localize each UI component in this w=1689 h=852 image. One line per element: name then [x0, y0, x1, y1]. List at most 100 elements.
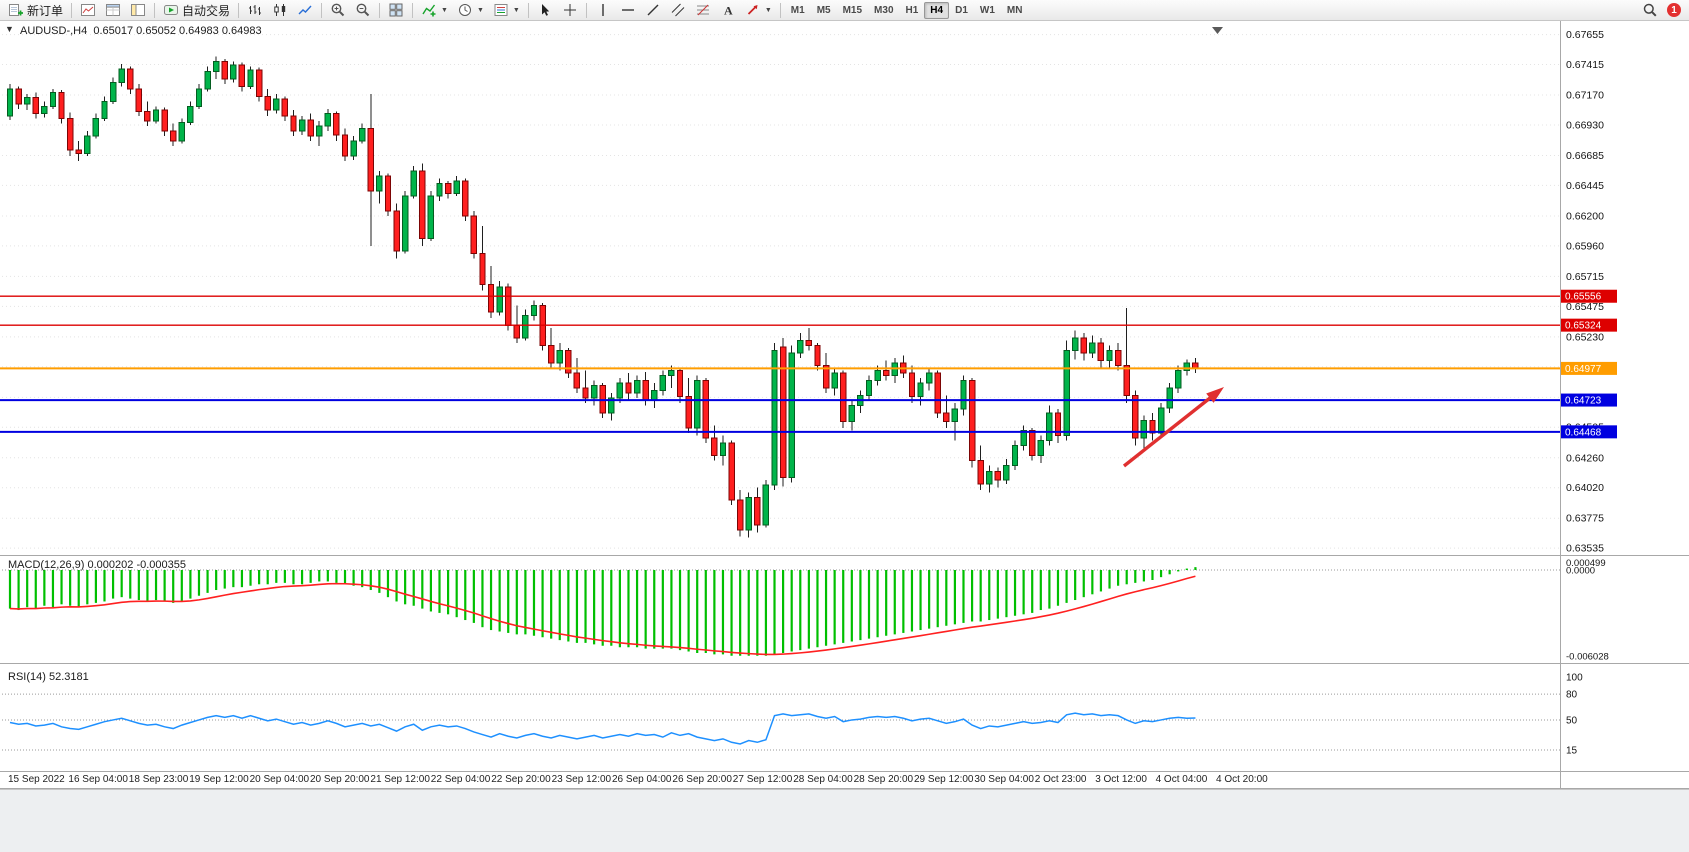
candle-body — [1106, 350, 1113, 362]
toolbar-separator — [779, 2, 781, 18]
horizontal-line-button[interactable] — [616, 0, 640, 20]
candle-body — [831, 372, 838, 389]
candle-body — [316, 125, 323, 137]
autotrading-button[interactable]: 自动交易 — [159, 0, 234, 20]
candle-body — [444, 183, 452, 195]
macd-value: 0.000202 — [87, 559, 134, 571]
data-window-button[interactable] — [101, 0, 125, 20]
line-chart-button[interactable] — [293, 0, 317, 20]
rsi-axis-label: 50 — [1566, 715, 1578, 726]
chart-shift-marker[interactable] — [1212, 27, 1223, 34]
macd-signal-value: -0.000355 — [136, 559, 186, 571]
toolbar-separator — [154, 2, 156, 18]
candle-body — [968, 379, 976, 461]
candle-body — [788, 352, 795, 479]
price-axis-label: 0.65960 — [1566, 240, 1604, 252]
zoom-in-button[interactable] — [326, 0, 350, 20]
search-button[interactable] — [1638, 0, 1662, 20]
time-axis-label: 4 Oct 04:00 — [1156, 774, 1208, 785]
text-tool-button[interactable]: A — [716, 0, 740, 20]
zoom-out-button[interactable] — [351, 0, 375, 20]
new-order-icon — [8, 2, 24, 18]
tile-windows-button[interactable] — [384, 0, 408, 20]
candle-body — [951, 408, 959, 423]
rsi-value: 52.3181 — [48, 671, 89, 683]
timeframe-h1[interactable]: H1 — [905, 4, 919, 16]
timeframe-h4[interactable]: H4 — [924, 1, 950, 19]
navigator-button[interactable] — [126, 0, 150, 20]
crosshair-button[interactable] — [558, 0, 582, 20]
candle-body — [874, 370, 881, 381]
price-axis-label: 0.65715 — [1566, 271, 1604, 283]
trend-arrow-object[interactable] — [1122, 396, 1212, 468]
candle-body — [41, 105, 48, 115]
indicators-button[interactable]: ▼ — [417, 0, 452, 20]
new-order-button[interactable]: 新订单 — [4, 0, 67, 20]
rsi-axis-label: 80 — [1566, 690, 1578, 701]
candle-body — [479, 252, 486, 286]
fibonacci-icon — [695, 2, 711, 18]
time-axis-label: 20 Sep 04:00 — [250, 774, 310, 785]
candle-body — [75, 149, 82, 155]
time-axis-label: 26 Sep 20:00 — [672, 774, 732, 785]
timeframe-mn[interactable]: MN — [1006, 4, 1023, 16]
candle-body — [1157, 407, 1165, 434]
line-chart-icon — [297, 2, 313, 18]
candle-body — [393, 210, 400, 252]
price-line-flag — [1561, 361, 1617, 375]
time-axis-label: 3 Oct 12:00 — [1095, 774, 1147, 785]
time-axis-label: 26 Sep 04:00 — [612, 774, 672, 785]
candle-body — [994, 470, 1002, 481]
candle-body — [1140, 419, 1148, 439]
timeframe-m15[interactable]: M15 — [842, 4, 863, 16]
rsi-axis-label: 15 — [1566, 746, 1578, 757]
channel-button[interactable] — [666, 0, 690, 20]
candlestick-chart-button[interactable] — [268, 0, 292, 20]
candle-body — [925, 372, 933, 384]
timeframe-w1[interactable]: W1 — [979, 4, 995, 16]
candle-body — [290, 115, 297, 132]
periods-button[interactable]: ▼ — [453, 0, 488, 20]
timeframe-bar: M1 M5 M15 M30 H1 H4 D1 W1 MN — [785, 1, 1029, 19]
macd-label: MACD(12,26,9) — [8, 559, 85, 571]
zoom-out-icon — [355, 2, 371, 18]
cursor-button[interactable] — [533, 0, 557, 20]
trendline-button[interactable] — [641, 0, 665, 20]
one-click-trading-toggle[interactable]: ▼ — [5, 25, 14, 34]
data-window-icon — [105, 2, 121, 18]
timeframe-m1[interactable]: M1 — [790, 4, 805, 16]
fibonacci-button[interactable] — [691, 0, 715, 20]
search-icon — [1642, 2, 1658, 18]
candle-body — [908, 372, 916, 398]
candle-body — [882, 370, 890, 377]
toolbar-separator — [238, 2, 240, 18]
templates-button[interactable]: ▼ — [489, 0, 524, 20]
arrows-tool-button[interactable]: ▼ — [741, 0, 776, 20]
candle-body — [530, 305, 538, 317]
candle-body — [178, 121, 186, 142]
autotrading-icon — [163, 2, 179, 18]
timeframe-m5[interactable]: M5 — [816, 4, 831, 16]
candle-body — [92, 118, 100, 137]
notification-badge[interactable]: 1 — [1667, 3, 1681, 17]
vertical-line-button[interactable] — [591, 0, 615, 20]
trend-arrow-head[interactable] — [1206, 387, 1224, 403]
candle-body — [281, 98, 289, 117]
timeframe-d1[interactable]: D1 — [955, 4, 968, 16]
toolbar-separator — [412, 2, 414, 18]
price-axis-label: 0.66930 — [1566, 119, 1604, 131]
bar-chart-button[interactable] — [243, 0, 267, 20]
candle-body — [333, 113, 340, 136]
candle-body — [702, 379, 709, 439]
price-axis-label: 0.66685 — [1566, 150, 1604, 162]
price-axis-label: 0.66200 — [1566, 210, 1604, 222]
candle-body — [384, 175, 392, 212]
market-watch-button[interactable] — [76, 0, 100, 20]
candle-body — [1029, 429, 1036, 456]
candle-body — [719, 442, 727, 456]
candle-body — [865, 379, 873, 396]
candle-body — [152, 109, 160, 122]
candle-body — [273, 98, 280, 111]
timeframe-m30[interactable]: M30 — [874, 4, 894, 16]
